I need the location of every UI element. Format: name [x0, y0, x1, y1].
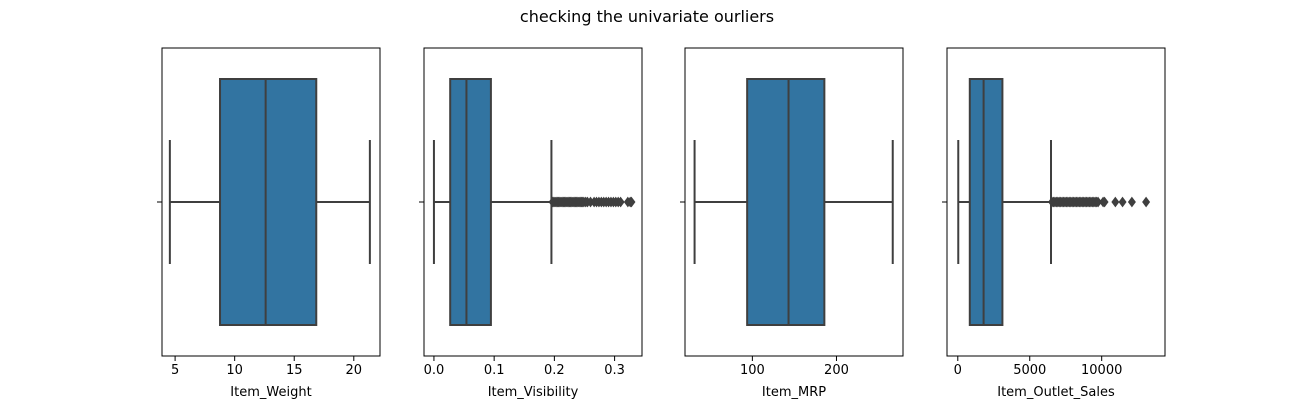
x-tick-label: 0.1 — [484, 363, 505, 378]
x-tick-label: 100 — [740, 363, 765, 378]
outlier-point — [616, 196, 625, 208]
iqr-box — [449, 78, 492, 326]
x-tick-label: 5000 — [1013, 363, 1046, 378]
x-tick-label: 200 — [824, 363, 849, 378]
x-tick-label: 0.2 — [544, 363, 565, 378]
iqr-box — [746, 78, 826, 326]
outlier-point — [1100, 196, 1109, 208]
subplot-1: 5 10 15 20 Item_Weight — [157, 47, 381, 400]
subplot-3: 100 200 Item_MRP — [680, 47, 904, 400]
x-tick-label: 0.3 — [604, 363, 625, 378]
x-axis-label: Item_Visibility — [488, 385, 579, 400]
x-tick-label: 10 — [226, 363, 243, 378]
x-tick-label: 5 — [171, 363, 179, 378]
subplot-panels: 5 10 15 20 Item_Weight 0.0 0.1 0.2 0.3 Item_Visib… — [157, 47, 1166, 400]
outlier-point — [1142, 196, 1151, 208]
x-axis-label: Item_MRP — [762, 385, 826, 400]
x-axis-label: Item_Outlet_Sales — [997, 385, 1115, 400]
x-tick-label: 15 — [286, 363, 303, 378]
subplot-4: 0 5000 10000 Item_Outlet_Sales — [942, 47, 1166, 400]
x-tick-label: 0 — [954, 363, 962, 378]
x-tick-label: 20 — [346, 363, 363, 378]
x-tick-label: 0.0 — [424, 363, 445, 378]
iqr-box — [968, 78, 1004, 326]
subplot-2: 0.0 0.1 0.2 0.3 Item_Visibility — [419, 47, 643, 400]
figure-suptitle: checking the univariate ourliers — [520, 7, 774, 26]
outlier-point — [1118, 196, 1127, 208]
outlier-point — [1127, 196, 1136, 208]
x-tick-label: 10000 — [1081, 363, 1122, 378]
outlier-point — [627, 196, 636, 208]
outlier-point — [1111, 196, 1120, 208]
x-axis-label: Item_Weight — [230, 385, 311, 400]
iqr-box — [219, 78, 318, 326]
